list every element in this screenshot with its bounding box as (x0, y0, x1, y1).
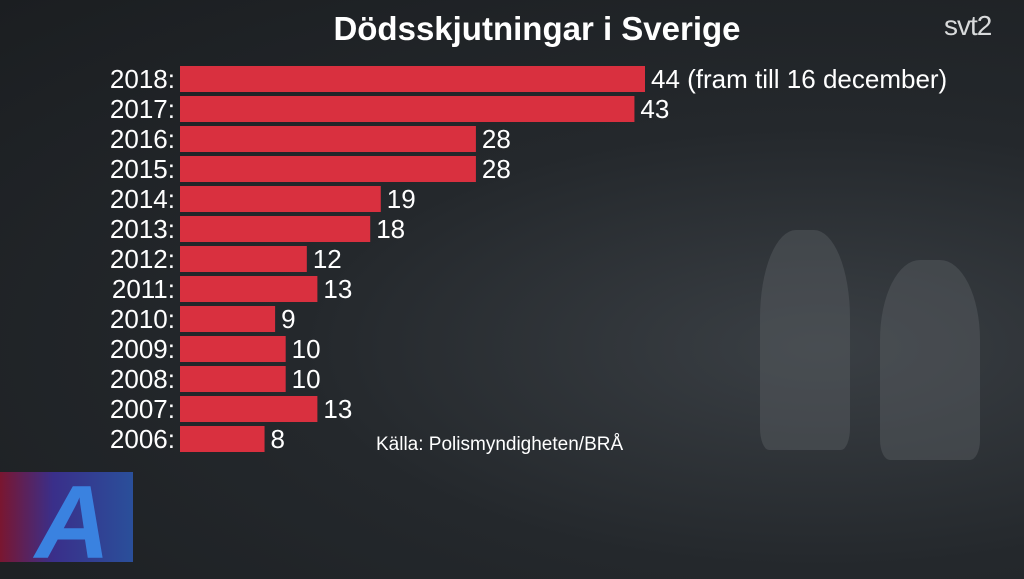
year-label: 2017: (110, 94, 175, 124)
year-label: 2016: (110, 124, 175, 154)
background-figure (760, 230, 850, 450)
year-label: 2006: (110, 424, 175, 454)
bar (180, 426, 265, 452)
bar (180, 396, 318, 422)
program-logo: A (0, 465, 133, 579)
year-label: 2014: (110, 184, 175, 214)
bar (180, 186, 381, 212)
year-label: 2009: (110, 334, 175, 364)
value-label: 13 (323, 274, 352, 304)
year-label: 2012: (110, 244, 175, 274)
bar (180, 306, 276, 332)
value-label: 13 (323, 394, 352, 424)
program-logo-letter: A (35, 465, 111, 579)
year-label: 2007: (110, 394, 175, 424)
bar (180, 126, 476, 152)
value-label: 9 (281, 304, 295, 334)
chart-title: Dödsskjutningar i Sverige (333, 10, 741, 47)
value-label: 43 (640, 94, 669, 124)
value-label: 44 (fram till 16 december) (651, 64, 947, 94)
value-label: 28 (482, 124, 511, 154)
value-label: 18 (376, 214, 405, 244)
bar (180, 96, 635, 122)
bar (180, 156, 476, 182)
svt2-logo: svt2 (944, 10, 992, 41)
background-figure (880, 260, 980, 460)
bar (180, 276, 318, 302)
value-label: 10 (292, 364, 321, 394)
year-label: 2011: (112, 274, 175, 304)
value-label: 10 (292, 334, 321, 364)
bar (180, 66, 645, 92)
value-label: 19 (387, 184, 416, 214)
source-note: Källa: Polismyndigheten/BRÅ (376, 434, 624, 455)
year-label: 2008: (110, 364, 175, 394)
bar (180, 366, 286, 392)
year-label: 2010: (110, 304, 175, 334)
year-label: 2015: (110, 154, 175, 184)
year-label: 2018: (110, 64, 175, 94)
bar (180, 336, 286, 362)
bar (180, 216, 371, 242)
value-label: 28 (482, 154, 511, 184)
year-label: 2013: (110, 214, 175, 244)
value-label: 12 (313, 244, 342, 274)
bar (180, 246, 307, 272)
value-label: 8 (271, 424, 285, 454)
